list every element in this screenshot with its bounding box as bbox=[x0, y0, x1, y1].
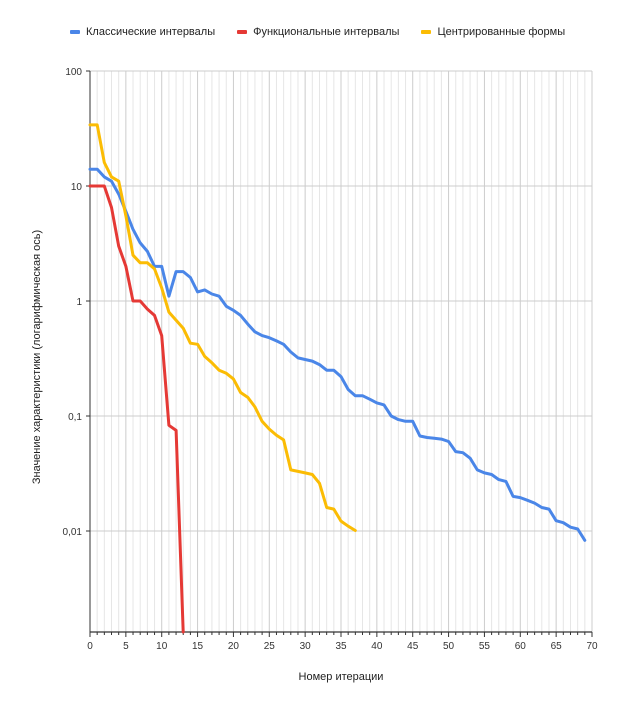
x-tick-label: 40 bbox=[371, 641, 383, 652]
legend-label-functional: Функциональные интервалы bbox=[253, 26, 400, 38]
x-tick-label: 45 bbox=[407, 641, 419, 652]
legend-label-centered: Центрированные формы bbox=[437, 26, 566, 38]
legend-swatch-classic bbox=[70, 30, 80, 34]
x-tick-label: 10 bbox=[156, 641, 168, 652]
x-tick-label: 25 bbox=[264, 641, 276, 652]
y-tick-label: 10 bbox=[71, 182, 83, 193]
legend-item-centered[interactable]: Центрированные формы bbox=[421, 26, 565, 38]
x-tick-labels: 0 5 10 15 20 25 30 35 40 45 50 55 60 65 70 bbox=[87, 641, 598, 652]
y-tick-labels: 100 10 1 0,1 0,01 bbox=[63, 67, 83, 538]
y-tick-label: 0,01 bbox=[63, 527, 83, 538]
y-tick-label: 1 bbox=[76, 297, 82, 308]
series-lines bbox=[88, 123, 587, 634]
x-tick-label: 70 bbox=[586, 641, 598, 652]
legend-label-classic: Классические интервалы bbox=[86, 26, 216, 38]
grid-major bbox=[89, 70, 593, 632]
grid-minor bbox=[96, 71, 586, 632]
x-tick-label: 50 bbox=[443, 641, 455, 652]
legend-item-classic[interactable]: Классические интервалы bbox=[70, 26, 215, 38]
series-line-1 bbox=[88, 184, 185, 634]
x-tick-label: 5 bbox=[123, 641, 129, 652]
axes bbox=[86, 70, 593, 637]
x-tick-label: 65 bbox=[551, 641, 563, 652]
y-axis-title: Значение характеристики (логарифмическая… bbox=[31, 230, 43, 484]
x-axis-title: Номер итерации bbox=[299, 671, 384, 683]
x-tick-label: 55 bbox=[479, 641, 491, 652]
legend-item-functional[interactable]: Функциональные интервалы bbox=[237, 26, 399, 38]
x-tick-label: 0 bbox=[87, 641, 93, 652]
y-tick-label: 0,1 bbox=[68, 412, 82, 423]
legend-swatch-functional bbox=[237, 30, 248, 34]
x-tick-label: 35 bbox=[335, 641, 347, 652]
x-tick-label: 20 bbox=[228, 641, 240, 652]
x-tick-label: 15 bbox=[192, 641, 204, 652]
y-tick-label: 100 bbox=[65, 67, 82, 78]
x-tick-label: 30 bbox=[300, 641, 312, 652]
series-line-0 bbox=[88, 167, 587, 542]
series-line-2 bbox=[88, 123, 357, 532]
x-tick-label: 60 bbox=[515, 641, 527, 652]
legend: Классические интервалы Функциональные ин… bbox=[70, 26, 565, 38]
legend-swatch-centered bbox=[421, 30, 432, 34]
